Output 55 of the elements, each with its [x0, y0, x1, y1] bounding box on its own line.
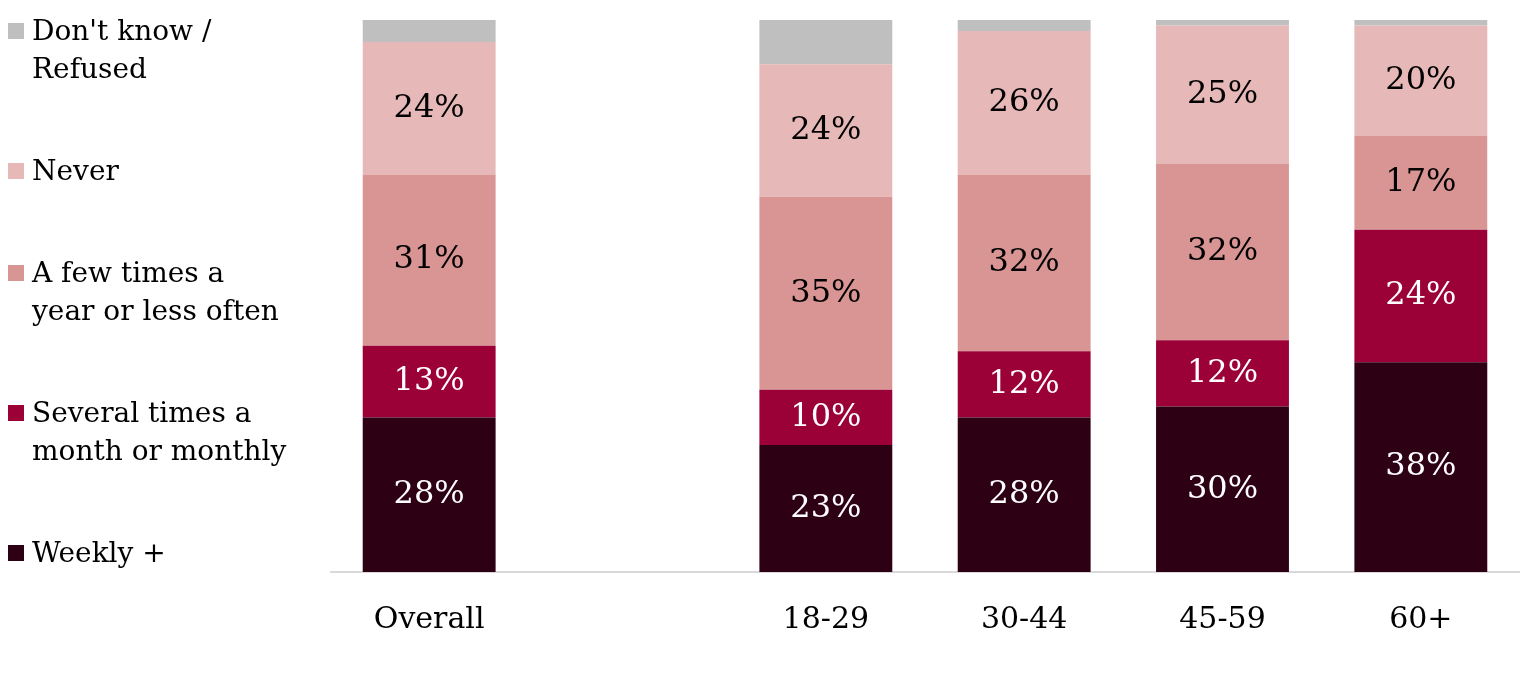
data-label: 12% [988, 362, 1060, 401]
bar [1156, 25, 1289, 164]
data-label: 28% [988, 473, 1060, 512]
x-tick-label: 18-29 [782, 599, 870, 635]
data-label: 38% [1385, 445, 1457, 484]
legend-label: Several times a month or monthly [32, 395, 288, 469]
data-label: 12% [1186, 351, 1259, 390]
legend-label: Don't know / Refused [32, 13, 213, 87]
bar [957, 31, 1091, 175]
data-label: 13% [393, 359, 465, 398]
x-tick-label: 60+ [1389, 599, 1453, 635]
bar [957, 174, 1091, 352]
bar [1156, 340, 1289, 407]
bar [1354, 229, 1488, 363]
bar [362, 42, 496, 175]
bar [957, 417, 1091, 572]
data-label: 20% [1385, 59, 1457, 98]
bar [759, 389, 893, 446]
data-label: 24% [1385, 274, 1457, 313]
bar [362, 20, 496, 43]
bar [759, 20, 893, 65]
bar [957, 20, 1091, 32]
bar [362, 417, 496, 572]
bar [1354, 362, 1488, 572]
data-label: 28% [393, 473, 465, 512]
data-label: 32% [988, 241, 1060, 280]
bar [1354, 20, 1488, 26]
bar [1156, 406, 1289, 572]
bar [1354, 25, 1488, 136]
data-label: 25% [1186, 72, 1259, 111]
bar [1156, 163, 1289, 341]
data-label: 30% [1186, 467, 1259, 506]
legend-label: Never [32, 153, 120, 189]
bar [362, 345, 496, 418]
data-label: 26% [988, 81, 1060, 120]
bar [1156, 20, 1289, 26]
legend-label: Weekly + [32, 535, 167, 571]
data-label: 17% [1385, 161, 1457, 200]
legend-label: A few times a year or less often [32, 255, 280, 329]
data-label: 23% [790, 486, 862, 525]
data-label: 10% [790, 395, 862, 434]
data-label: 35% [790, 271, 862, 310]
x-tick-label: Overall [373, 599, 485, 635]
x-tick-label: 45-59 [1179, 599, 1266, 635]
data-label: 31% [393, 238, 465, 277]
bar [1354, 135, 1488, 230]
bar [362, 174, 496, 346]
bar [759, 196, 893, 390]
bar [957, 351, 1091, 418]
bar [759, 64, 893, 197]
x-tick-label: 30-44 [980, 599, 1068, 635]
bar [759, 445, 893, 572]
data-label: 24% [393, 86, 465, 125]
data-label: 24% [790, 108, 862, 147]
data-label: 32% [1186, 230, 1259, 269]
